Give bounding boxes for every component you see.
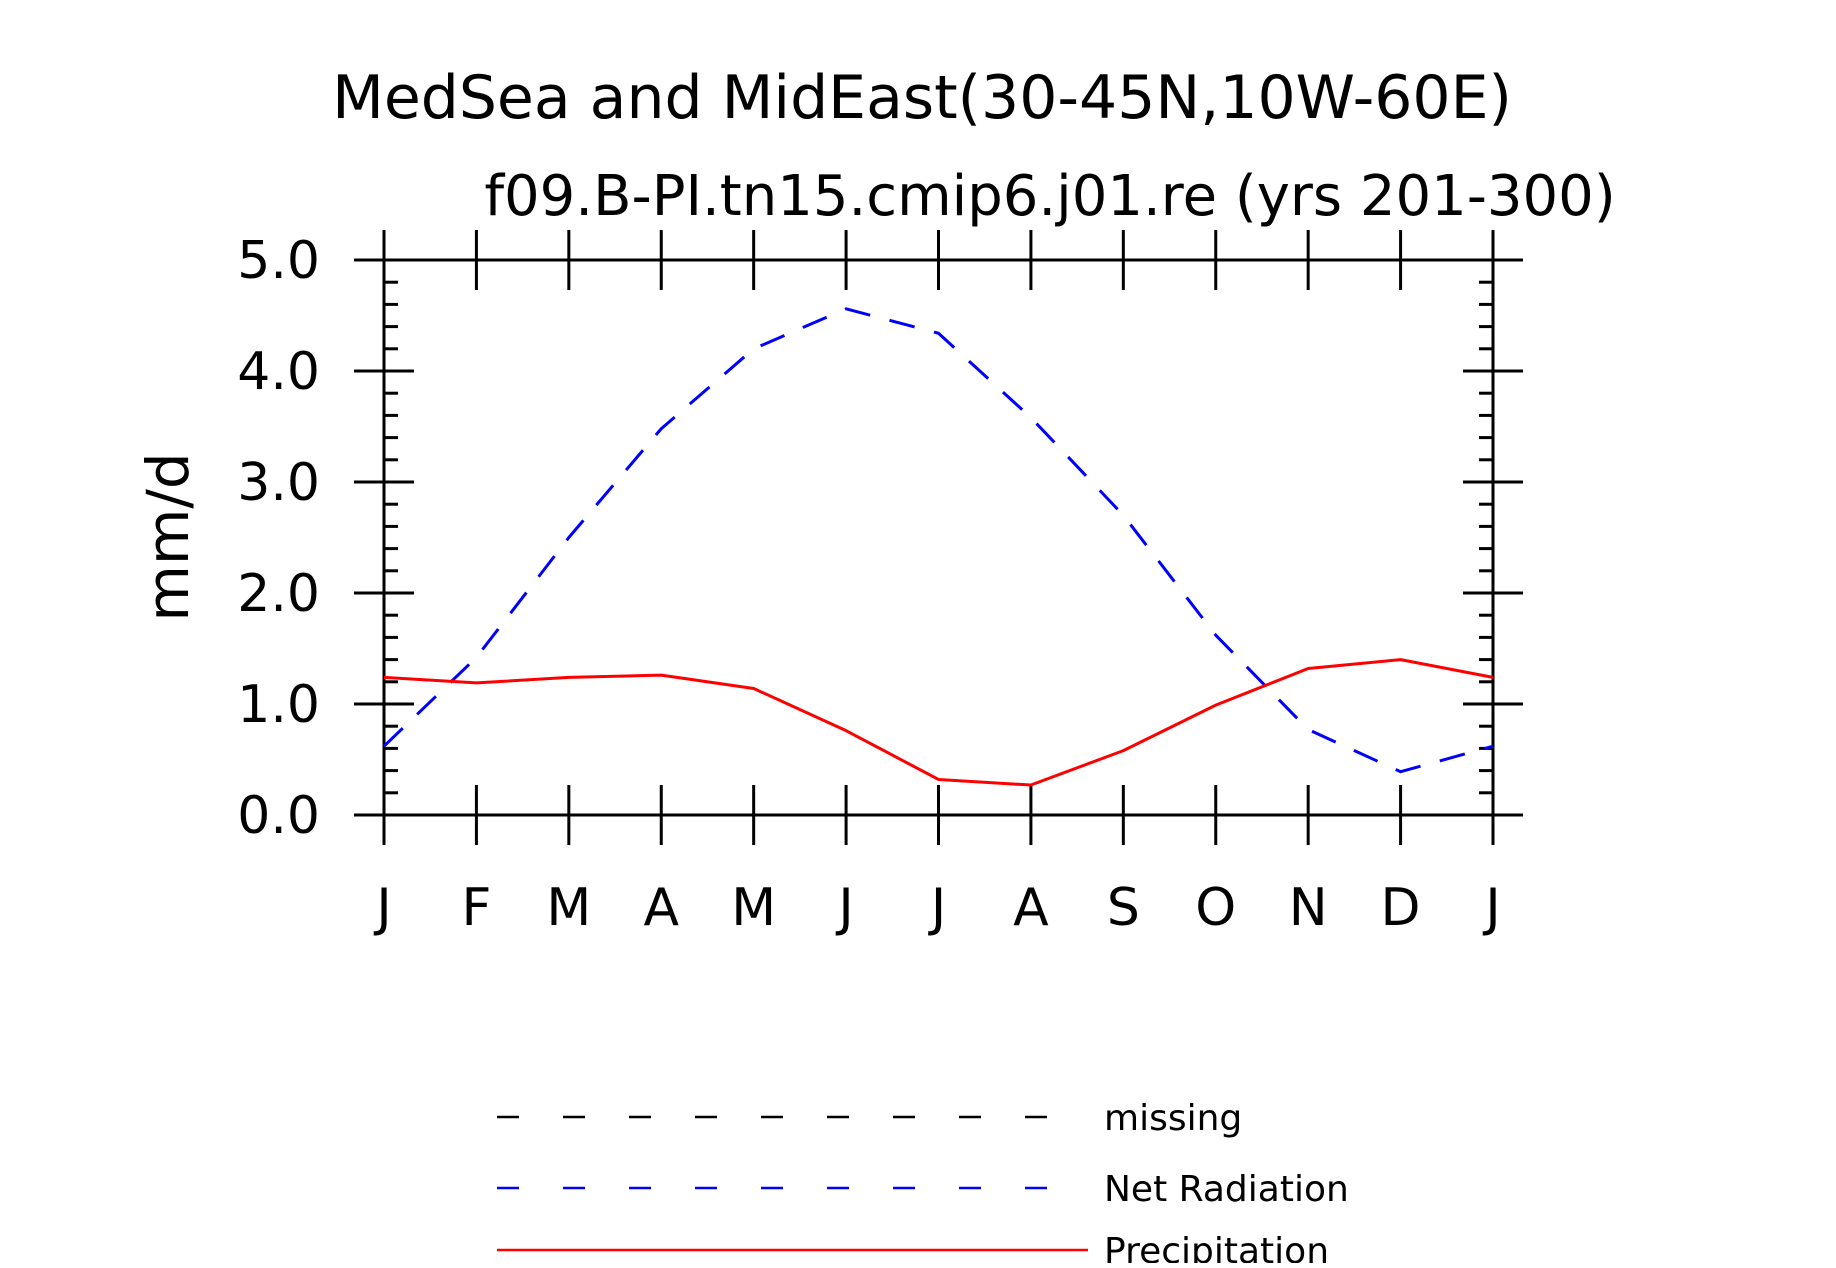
x-tick-label: N bbox=[1289, 878, 1328, 938]
legend-label-net-radiation: Net Radiation bbox=[1104, 1169, 1349, 1210]
x-tick-label: J bbox=[928, 878, 946, 938]
legend: missing Net Radiation Precipitation bbox=[497, 1098, 1349, 1268]
x-tick-label: S bbox=[1107, 878, 1140, 938]
x-tick-label: J bbox=[1482, 878, 1500, 938]
plot-frame bbox=[382, 258, 1495, 817]
series-line-precipitation bbox=[383, 658, 1494, 787]
y-axis-label: mm/d bbox=[134, 452, 202, 621]
y-tick-label: 0.0 bbox=[237, 786, 320, 846]
x-tick-label: O bbox=[1195, 878, 1236, 938]
legend-label-precipitation: Precipitation bbox=[1104, 1231, 1329, 1263]
y-tick-label: 1.0 bbox=[237, 675, 320, 735]
x-tick-label: J bbox=[835, 878, 853, 938]
x-tick-label: F bbox=[461, 878, 491, 938]
x-tick-label: M bbox=[731, 878, 776, 938]
x-tick-label: J bbox=[373, 878, 391, 938]
x-tick-label: D bbox=[1381, 878, 1421, 938]
x-tick-label: M bbox=[546, 878, 591, 938]
series-layer bbox=[382, 307, 1494, 787]
x-tick-label: A bbox=[1013, 878, 1049, 938]
y-tick-label: 2.0 bbox=[237, 564, 320, 624]
legend-label-missing: missing bbox=[1104, 1098, 1242, 1139]
series-line-net-radiation bbox=[382, 307, 1494, 774]
x-tick-label: A bbox=[643, 878, 679, 938]
y-tick-label: 3.0 bbox=[237, 453, 320, 513]
axis-ticks: 0.01.02.03.04.05.0J F M A M J J A S O N D J bbox=[237, 230, 1523, 938]
chart-title: MedSea and MidEast(30-45N,10W-60E) bbox=[332, 63, 1512, 133]
y-tick-label: 4.0 bbox=[237, 342, 320, 402]
y-tick-label: 5.0 bbox=[237, 231, 320, 291]
chart-subtitle: f09.B-PI.tn15.cmip6.j01.re (yrs 201-300) bbox=[484, 164, 1615, 229]
